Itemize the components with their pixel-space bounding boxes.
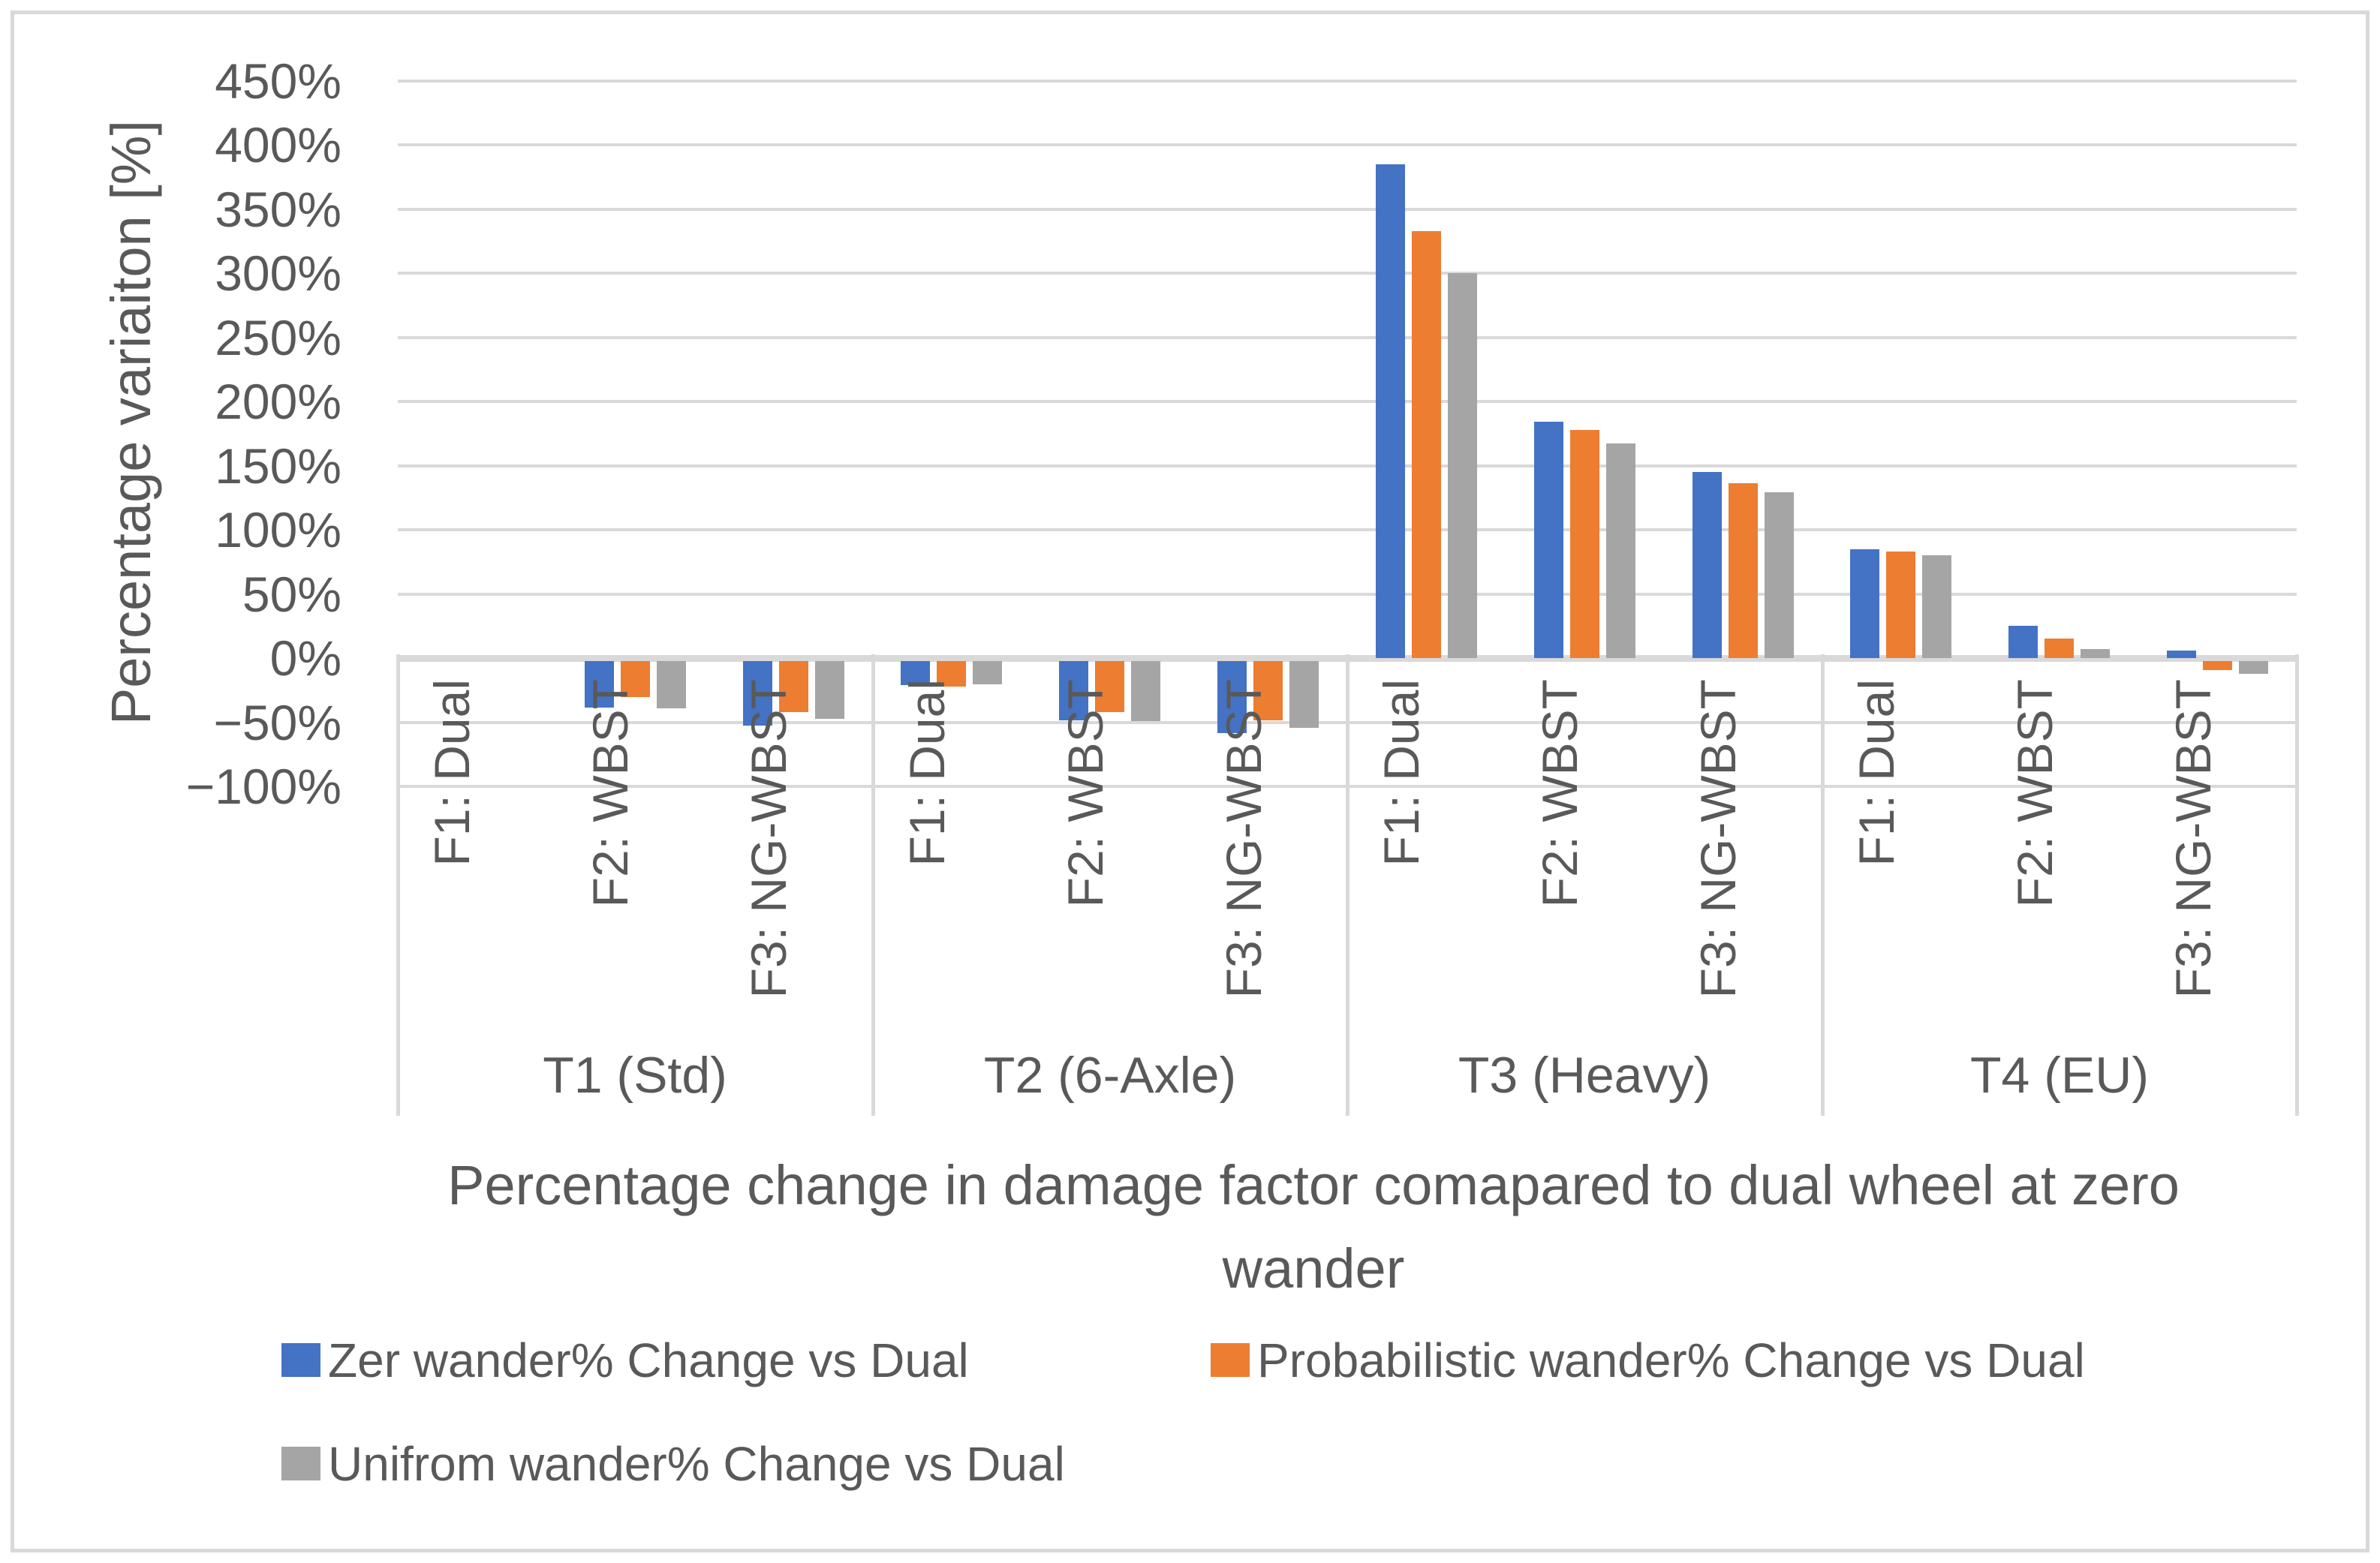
y-axis-tick-label: 400% — [215, 117, 342, 173]
y-axis-tick-label: 450% — [215, 53, 342, 109]
y-axis-tick-label: −50% — [213, 695, 342, 750]
bar — [2081, 649, 2110, 658]
y-axis-tick-label: 150% — [215, 438, 342, 494]
bar — [1886, 552, 1915, 658]
bar — [815, 661, 844, 719]
bar — [657, 661, 686, 708]
gridline — [398, 528, 2297, 531]
x-axis-subcategory-label: F1: Dual — [1849, 679, 1904, 867]
y-axis-tick-label: 0% — [269, 630, 342, 686]
gridline — [398, 593, 2297, 596]
legend-item-zero-wander: Zer wander% Change vs Dual — [281, 1336, 969, 1384]
bar — [1534, 422, 1563, 658]
x-axis-subcategory-label: F2: WBST — [1058, 679, 1113, 908]
gridline — [398, 208, 2297, 211]
y-axis-tick-label: 250% — [215, 310, 342, 365]
bar — [2045, 639, 2074, 658]
bar — [973, 661, 1002, 684]
legend-swatch-zero-wander — [281, 1343, 320, 1377]
group-separator-line — [1821, 654, 1825, 1116]
y-axis-tick-label: 300% — [215, 245, 342, 301]
x-axis-subcategory-label: F2: WBST — [2007, 679, 2063, 908]
x-axis-group-label: T4 (EU) — [1970, 1047, 2149, 1104]
bar — [2203, 661, 2232, 670]
bar — [585, 661, 614, 708]
y-axis-tick-label: 350% — [215, 182, 342, 237]
x-axis-subcategory-label: F1: Dual — [899, 679, 955, 867]
bar — [621, 661, 650, 697]
group-separator-line — [2295, 654, 2299, 1116]
bar — [1850, 549, 1879, 658]
x-axis-group-label: T1 (Std) — [543, 1047, 727, 1104]
x-axis-group-label: T2 (6-Axle) — [983, 1047, 1237, 1104]
legend-label-uniform-wander: Unifrom wander% Change vs Dual — [328, 1437, 1065, 1491]
legend-label-probabilistic-wander: Probabilistic wander% Change vs Dual — [1257, 1333, 2085, 1387]
bar — [2167, 651, 2196, 658]
bar — [1606, 443, 1635, 658]
bar — [1253, 661, 1283, 720]
bar — [2008, 626, 2038, 658]
bar — [1412, 231, 1441, 658]
x-axis-subcategory-label: F2: WBST — [1532, 679, 1587, 908]
gridline — [398, 80, 2297, 83]
x-axis-subcategory-label: F3: NG-WBST — [2165, 679, 2221, 999]
x-axis-subcategory-label: F3: NG-WBST — [1690, 679, 1746, 999]
gridline — [398, 464, 2297, 467]
bar — [1765, 492, 1794, 658]
legend-item-probabilistic-wander: Probabilistic wander% Change vs Dual — [1211, 1336, 2085, 1384]
bar — [1095, 661, 1124, 712]
gridline — [398, 336, 2297, 339]
bar — [1131, 661, 1160, 721]
y-axis-tick-label: 50% — [242, 567, 342, 622]
x-axis-subcategory-label: F2: WBST — [582, 679, 638, 908]
y-axis-tick-label: 200% — [215, 374, 342, 429]
y-axis-tick-label: 100% — [215, 502, 342, 558]
figure-border — [11, 11, 2369, 1552]
x-axis-subcategory-label: F3: NG-WBST — [1216, 679, 1271, 999]
legend-item-uniform-wander: Unifrom wander% Change vs Dual — [281, 1440, 1065, 1488]
x-axis-subcategory-label: F1: Dual — [424, 679, 480, 867]
bar — [779, 661, 808, 712]
bar — [2239, 661, 2268, 674]
y-axis-tick-label: −100% — [185, 759, 342, 814]
bar — [1059, 661, 1088, 720]
bar — [937, 661, 966, 687]
bar — [1692, 472, 1722, 658]
bar — [1289, 661, 1319, 728]
bar — [1729, 483, 1758, 658]
legend-swatch-uniform-wander — [281, 1447, 320, 1480]
gridline — [398, 400, 2297, 403]
gridline — [398, 272, 2297, 275]
bar — [901, 661, 930, 685]
legend-swatch-probabilistic-wander — [1211, 1343, 1250, 1377]
x-axis-subcategory-label: F3: NG-WBST — [741, 679, 796, 999]
x-axis-group-label: T3 (Heavy) — [1458, 1047, 1711, 1104]
bar — [1570, 430, 1599, 658]
x-axis-title: Percentage change in damage factor comap… — [447, 1154, 2180, 1300]
legend-label-zero-wander: Zer wander% Change vs Dual — [328, 1333, 969, 1387]
group-separator-line — [871, 654, 875, 1116]
bar — [1448, 273, 1477, 658]
bar — [1922, 555, 1951, 658]
bar — [743, 661, 772, 726]
bar — [1217, 661, 1247, 733]
gridline — [398, 143, 2297, 146]
bar — [1376, 164, 1405, 658]
group-separator-line — [1346, 654, 1349, 1116]
x-axis-subcategory-label: F1: Dual — [1374, 679, 1429, 867]
group-separator-line — [396, 654, 400, 1116]
